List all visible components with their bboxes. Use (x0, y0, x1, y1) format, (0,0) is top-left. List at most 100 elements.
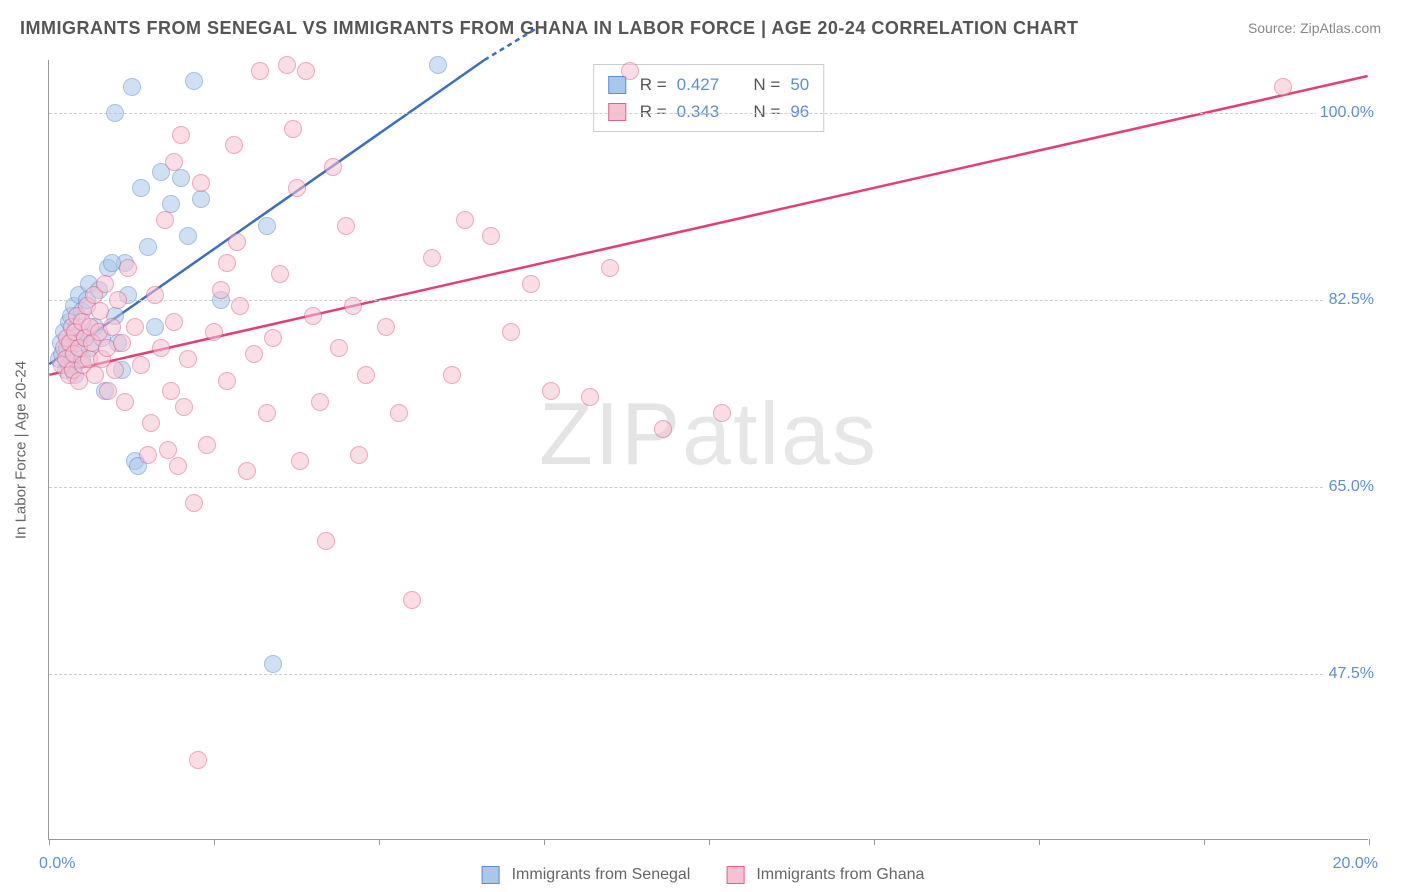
chart-title: IMMIGRANTS FROM SENEGAL VS IMMIGRANTS FR… (20, 18, 1079, 39)
scatter-point-ghana (377, 318, 395, 336)
scatter-point-ghana (96, 275, 114, 293)
scatter-point-ghana (185, 494, 203, 512)
scatter-point-ghana (601, 259, 619, 277)
stat-n-value: 50 (790, 71, 809, 98)
scatter-point-ghana (344, 297, 362, 315)
stat-r-label: R = (640, 71, 667, 98)
gridline-h (49, 113, 1368, 114)
stat-r-value: 0.427 (677, 71, 720, 98)
scatter-point-ghana (86, 366, 104, 384)
scatter-point-ghana (288, 179, 306, 197)
scatter-point-ghana (156, 211, 174, 229)
scatter-point-ghana (311, 393, 329, 411)
scatter-point-ghana (390, 404, 408, 422)
x-tick (1369, 839, 1370, 845)
scatter-point-ghana (284, 120, 302, 138)
trend-lines-layer (49, 60, 1368, 839)
scatter-point-ghana (482, 227, 500, 245)
scatter-point-ghana (175, 398, 193, 416)
scatter-point-ghana (142, 414, 160, 432)
scatter-point-ghana (357, 366, 375, 384)
scatter-point-ghana (165, 153, 183, 171)
scatter-point-senegal (146, 318, 164, 336)
scatter-point-ghana (251, 62, 269, 80)
scatter-point-ghana (212, 281, 230, 299)
legend-item-senegal: Immigrants from Senegal (482, 866, 691, 884)
scatter-point-ghana (146, 286, 164, 304)
x-tick (874, 839, 875, 845)
scatter-point-ghana (165, 313, 183, 331)
x-tick (379, 839, 380, 845)
scatter-point-ghana (403, 591, 421, 609)
scatter-point-ghana (245, 345, 263, 363)
gridline-h (49, 487, 1368, 488)
x-tick (214, 839, 215, 845)
x-tick (544, 839, 545, 845)
scatter-point-ghana (162, 382, 180, 400)
swatch-ghana (608, 103, 626, 121)
legend-label: Immigrants from Senegal (512, 866, 691, 884)
scatter-point-ghana (198, 436, 216, 454)
scatter-point-ghana (132, 356, 150, 374)
y-axis-title: In Labor Force | Age 20-24 (13, 360, 30, 538)
scatter-point-senegal (258, 217, 276, 235)
scatter-point-ghana (231, 297, 249, 315)
x-tick (709, 839, 710, 845)
scatter-point-ghana (70, 372, 88, 390)
plot-area: In Labor Force | Age 20-24 ZIPatlas R = … (48, 60, 1368, 840)
scatter-point-ghana (291, 452, 309, 470)
scatter-point-ghana (238, 462, 256, 480)
scatter-point-senegal (139, 238, 157, 256)
scatter-point-ghana (159, 441, 177, 459)
scatter-point-ghana (218, 372, 236, 390)
scatter-point-ghana (169, 457, 187, 475)
scatter-point-ghana (317, 532, 335, 550)
scatter-point-ghana (116, 393, 134, 411)
x-tick (1039, 839, 1040, 845)
scatter-point-ghana (205, 323, 223, 341)
scatter-point-senegal (192, 190, 210, 208)
chart-container: IMMIGRANTS FROM SENEGAL VS IMMIGRANTS FR… (0, 0, 1406, 892)
y-tick-label: 100.0% (1316, 104, 1378, 122)
x-tick (1204, 839, 1205, 845)
scatter-point-ghana (106, 361, 124, 379)
scatter-point-senegal (106, 104, 124, 122)
scatter-point-ghana (713, 404, 731, 422)
scatter-point-ghana (1274, 78, 1292, 96)
scatter-point-ghana (228, 233, 246, 251)
scatter-point-ghana (502, 323, 520, 341)
scatter-point-ghana (350, 446, 368, 464)
y-tick-label: 82.5% (1325, 291, 1378, 309)
stat-r-label: R = (640, 98, 667, 125)
scatter-point-ghana (278, 56, 296, 74)
scatter-point-ghana (113, 334, 131, 352)
scatter-point-ghana (654, 420, 672, 438)
scatter-point-senegal (185, 72, 203, 90)
scatter-point-ghana (225, 136, 243, 154)
stat-r-value: 0.343 (677, 98, 720, 125)
scatter-point-ghana (264, 329, 282, 347)
legend-swatch-senegal (482, 866, 500, 884)
scatter-point-senegal (264, 655, 282, 673)
stat-n-label: N = (753, 71, 780, 98)
scatter-point-ghana (542, 382, 560, 400)
scatter-point-ghana (443, 366, 461, 384)
scatter-point-ghana (218, 254, 236, 272)
scatter-point-ghana (324, 158, 342, 176)
scatter-point-ghana (103, 318, 121, 336)
scatter-point-ghana (189, 751, 207, 769)
scatter-point-ghana (304, 307, 322, 325)
scatter-point-ghana (139, 446, 157, 464)
scatter-point-ghana (581, 388, 599, 406)
scatter-point-ghana (172, 126, 190, 144)
scatter-point-ghana (126, 318, 144, 336)
legend-item-ghana: Immigrants from Ghana (726, 866, 924, 884)
scatter-point-senegal (429, 56, 447, 74)
scatter-point-senegal (172, 169, 190, 187)
scatter-point-ghana (522, 275, 540, 293)
scatter-point-ghana (99, 382, 117, 400)
scatter-point-senegal (123, 78, 141, 96)
scatter-point-ghana (192, 174, 210, 192)
stat-n-value: 96 (790, 98, 809, 125)
y-tick-label: 47.5% (1325, 665, 1378, 683)
